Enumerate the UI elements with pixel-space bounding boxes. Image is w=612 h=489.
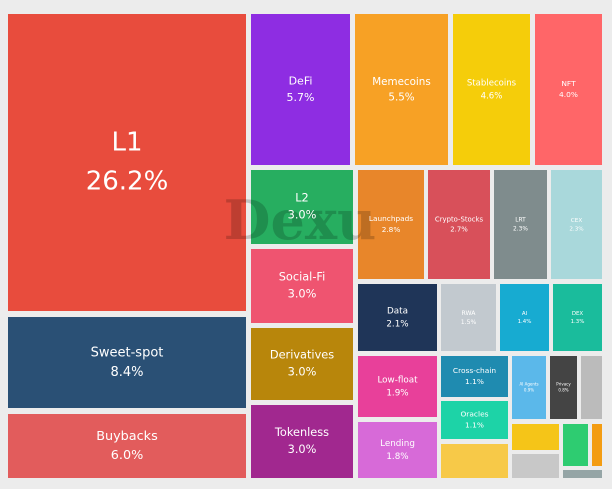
- tile: [428, 170, 490, 279]
- tile-label: Lending: [380, 439, 415, 449]
- value-label: 8.4%: [110, 365, 143, 380]
- tile: [550, 356, 577, 419]
- tile: [512, 424, 559, 450]
- value-label: 2.3%: [569, 226, 584, 232]
- tile: [535, 14, 602, 165]
- tile-label: DeFi: [289, 74, 313, 87]
- tile: [500, 284, 549, 351]
- value-label: 5.7%: [287, 91, 315, 104]
- value-label: 1.5%: [461, 319, 477, 326]
- tile: [251, 249, 353, 323]
- tile: [251, 170, 353, 244]
- value-label: 3.0%: [288, 287, 317, 301]
- tile: [563, 424, 588, 466]
- tile: [355, 14, 448, 165]
- watermark: Dexu: [224, 188, 377, 252]
- tile: [358, 422, 437, 478]
- tile: [8, 317, 246, 408]
- tile-label: Data: [387, 306, 408, 316]
- tile: [581, 356, 602, 419]
- tile-label: Sweet-spot: [91, 345, 164, 360]
- value-label: 3.0%: [288, 365, 317, 379]
- tile: [441, 284, 496, 351]
- tile-label: Buybacks: [96, 429, 158, 444]
- tile: [8, 14, 246, 311]
- tile: [8, 414, 246, 478]
- tile-label: L1: [111, 128, 142, 158]
- tile-label: Stablecoins: [467, 79, 517, 89]
- tile-label: Crypto-Stocks: [435, 215, 484, 223]
- tile: [251, 405, 353, 478]
- tile-label: RWA: [462, 310, 477, 317]
- tile: [553, 284, 602, 351]
- tile-label: Privacy: [556, 382, 571, 387]
- value-label: 6.0%: [111, 448, 144, 463]
- value-label: 3.0%: [288, 442, 317, 456]
- tile: [551, 170, 602, 279]
- value-label: 2.7%: [450, 226, 468, 234]
- tile-label: Tokenless: [274, 425, 329, 439]
- value-label: 26.2%: [86, 167, 169, 197]
- tile: [441, 401, 508, 439]
- tile-label: Social-Fi: [279, 270, 326, 284]
- tile: [358, 170, 424, 279]
- tile: [453, 14, 530, 165]
- value-label: 5.5%: [388, 91, 414, 103]
- tile: [251, 14, 350, 165]
- tile-label: AI: [522, 311, 528, 317]
- tile-label: Low-float: [377, 375, 418, 385]
- tile: [512, 356, 546, 419]
- tile-label: AI Agents: [519, 382, 538, 387]
- tile-label: LRT: [515, 218, 526, 224]
- tile: [358, 284, 437, 351]
- tile: [512, 454, 559, 478]
- tile: [358, 356, 437, 417]
- tile: [441, 444, 508, 478]
- value-label: 4.0%: [559, 90, 578, 99]
- value-label: 3.0%: [288, 208, 317, 222]
- tile-label: L2: [295, 191, 309, 205]
- tile-label: CEX: [571, 218, 583, 224]
- value-label: 1.1%: [465, 421, 484, 430]
- value-label: 0.8%: [558, 388, 568, 393]
- tile-label: Oracles: [460, 409, 488, 418]
- tile-label: Cross-chain: [453, 366, 496, 375]
- value-label: 0.9%: [524, 388, 534, 393]
- value-label: 2.1%: [386, 320, 408, 330]
- value-label: 1.1%: [465, 377, 484, 386]
- value-label: 1.3%: [571, 319, 585, 325]
- tile-label: DEX: [572, 311, 584, 317]
- value-label: 2.8%: [382, 225, 401, 234]
- value-label: 1.4%: [518, 319, 532, 325]
- tile-label: Launchpads: [369, 214, 413, 223]
- tile-label: NFT: [561, 79, 576, 88]
- tile: [441, 356, 508, 397]
- tile: [592, 424, 602, 466]
- value-label: 1.9%: [386, 389, 408, 399]
- value-label: 2.3%: [513, 226, 528, 232]
- value-label: 4.6%: [481, 91, 503, 101]
- tile: [563, 470, 602, 478]
- value-label: 1.8%: [386, 452, 408, 462]
- tile: [251, 328, 353, 400]
- tile: [494, 170, 547, 279]
- tile-label: Memecoins: [372, 76, 430, 88]
- tile-label: Derivatives: [270, 348, 334, 362]
